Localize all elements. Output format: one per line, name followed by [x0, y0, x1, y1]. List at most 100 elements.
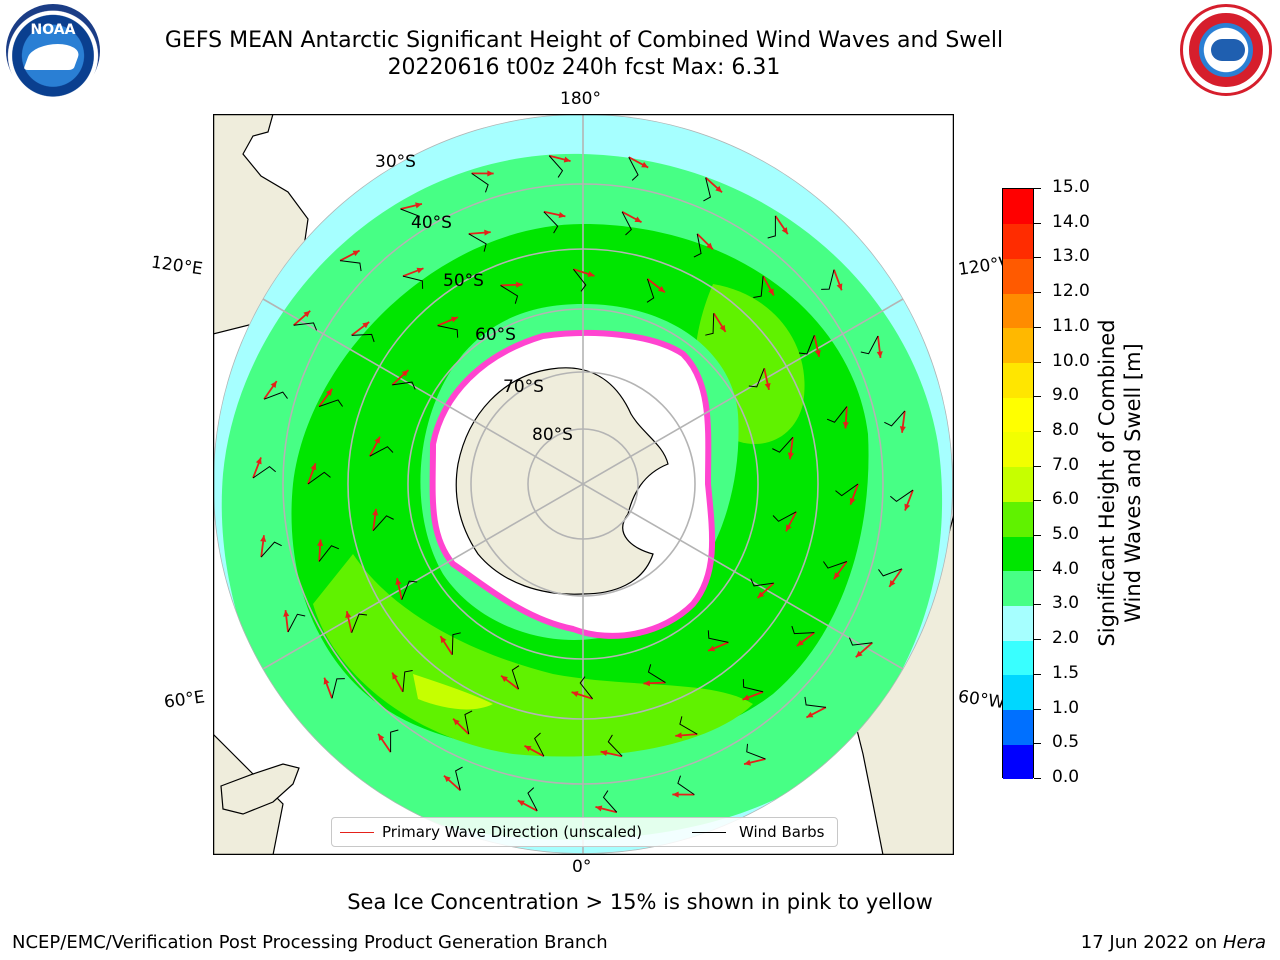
- colorbar-tick-mark: [1034, 639, 1041, 641]
- wave-arrow-head: [641, 161, 649, 168]
- colorbar-tick-mark: [1034, 292, 1041, 294]
- lon-label-60e: 60°E: [162, 687, 207, 713]
- lon-label-180: 180°: [560, 89, 601, 109]
- wind-barb: [351, 333, 375, 343]
- wind-barb: [402, 275, 424, 289]
- colorbar-segment: [1003, 674, 1033, 711]
- noaa-logo: NOAA: [6, 4, 100, 98]
- wave-arrow-head: [517, 800, 525, 807]
- colorbar-tick-label: 8.0: [1052, 419, 1080, 440]
- wind-barb: [511, 665, 520, 690]
- wave-arrow-head: [255, 457, 262, 465]
- colorbar-tick-mark: [1034, 361, 1041, 363]
- colorbar-tick-mark: [1034, 604, 1041, 606]
- wind-barb: [878, 568, 903, 577]
- land-madagascar: [220, 763, 300, 815]
- wave-arrow-head: [842, 421, 849, 429]
- lat-label-50s: 50°S: [443, 271, 484, 291]
- wave-arrow-head: [672, 791, 679, 798]
- colorbar-tick-mark: [1034, 673, 1041, 675]
- wind-barb: [318, 545, 340, 562]
- map-legend: Primary Wave Direction (unscaled) Wind B…: [331, 817, 838, 847]
- wind-barb: [860, 335, 879, 355]
- wind-barb: [263, 391, 288, 400]
- lon-label-0: 0°: [572, 857, 592, 877]
- wave-arrow-head: [524, 745, 532, 752]
- colorbar-segment: [1003, 397, 1033, 433]
- legend-barb-line: [692, 832, 726, 833]
- noaa-logo-text: NOAA: [30, 22, 76, 38]
- wave-arrow-head: [516, 281, 523, 288]
- wave-arrow-head: [719, 324, 726, 332]
- colorbar-tick-label: 3.0: [1052, 593, 1080, 614]
- wind-barb: [437, 325, 459, 338]
- wave-arrow-head: [374, 436, 380, 444]
- wave-arrow-head: [415, 202, 422, 209]
- wind-barb: [890, 489, 914, 503]
- colorbar-tick-label: 1.0: [1052, 697, 1080, 718]
- wind-barb: [318, 399, 343, 407]
- wave-arrow-head: [876, 351, 883, 358]
- wind-barb: [464, 710, 473, 735]
- wave-arrow-head: [395, 578, 402, 586]
- wind-barb: [791, 625, 815, 635]
- wave-arrow-head: [757, 591, 765, 598]
- wind-barb: [402, 670, 413, 692]
- wave-arrow-head: [440, 636, 447, 644]
- title-line-1: GEFS MEAN Antarctic Significant Height o…: [164, 28, 1004, 53]
- wave-arrow-head: [487, 170, 494, 177]
- wave-arrow-head: [563, 156, 571, 163]
- colorbar-segment: [1003, 744, 1033, 780]
- lat-label-70s: 70°S: [503, 377, 544, 397]
- wave-arrow-head: [317, 539, 324, 547]
- wind-barb: [772, 511, 797, 522]
- wind-barb: [260, 541, 282, 558]
- nws-ring-icon: [1189, 13, 1263, 87]
- footer-credit: NCEP/EMC/Verification Post Processing Pr…: [12, 932, 608, 953]
- colorbar-label-line1: Significant Height of Combined: [1095, 319, 1119, 647]
- wave-arrow-head: [675, 732, 682, 739]
- colorbar-segment: [1003, 466, 1033, 502]
- lat-label-40s: 40°S: [411, 213, 452, 233]
- wind-barb: [767, 215, 776, 239]
- wind-barb: [401, 580, 418, 600]
- wind-barb: [750, 578, 774, 587]
- colorbar-tick-mark: [1034, 500, 1041, 502]
- wind-barb: [468, 233, 487, 252]
- wave-arrow-head: [643, 680, 650, 687]
- colorbar-tick-mark: [1034, 743, 1041, 745]
- wind-barb: [400, 208, 420, 225]
- wave-arrow-head: [836, 283, 843, 291]
- wind-barb: [884, 410, 906, 427]
- wind-barb: [705, 313, 715, 336]
- wave-band-5-south: [313, 554, 753, 757]
- colorbar-tick-label: 0.5: [1052, 732, 1080, 753]
- wind-barb: [392, 381, 416, 390]
- wave-direction-arrows: [252, 154, 914, 814]
- wave-arrow-head: [303, 310, 311, 318]
- colorbar-segment: [1003, 223, 1033, 259]
- colorbar-tick-mark: [1034, 778, 1041, 779]
- wind-barb: [293, 322, 318, 331]
- colorbar-segment: [1003, 570, 1033, 606]
- wave-arrow-head: [571, 691, 579, 697]
- colorbar-segment: [1003, 258, 1033, 294]
- wind-barb: [451, 632, 461, 655]
- wave-arrow-head: [392, 672, 398, 680]
- wave-arrow-head: [658, 286, 665, 293]
- wind-barb: [707, 630, 729, 643]
- colorbar-tick-label: 4.0: [1052, 558, 1080, 579]
- wind-barb: [602, 790, 618, 813]
- wave-arrow-head: [768, 288, 774, 296]
- colorbar-tick-mark: [1034, 465, 1041, 467]
- wind-barb: [331, 678, 345, 699]
- wind-barb: [500, 285, 519, 304]
- wind-barb: [252, 465, 276, 479]
- colorbar: [1002, 188, 1034, 780]
- colorbar-tick-label: 11.0: [1052, 315, 1090, 336]
- wind-barb: [369, 446, 394, 457]
- map-frame: [213, 114, 954, 855]
- noaa-bird-icon: [23, 44, 83, 70]
- colorbar-segment: [1003, 501, 1033, 537]
- colorbar-segment: [1003, 536, 1033, 572]
